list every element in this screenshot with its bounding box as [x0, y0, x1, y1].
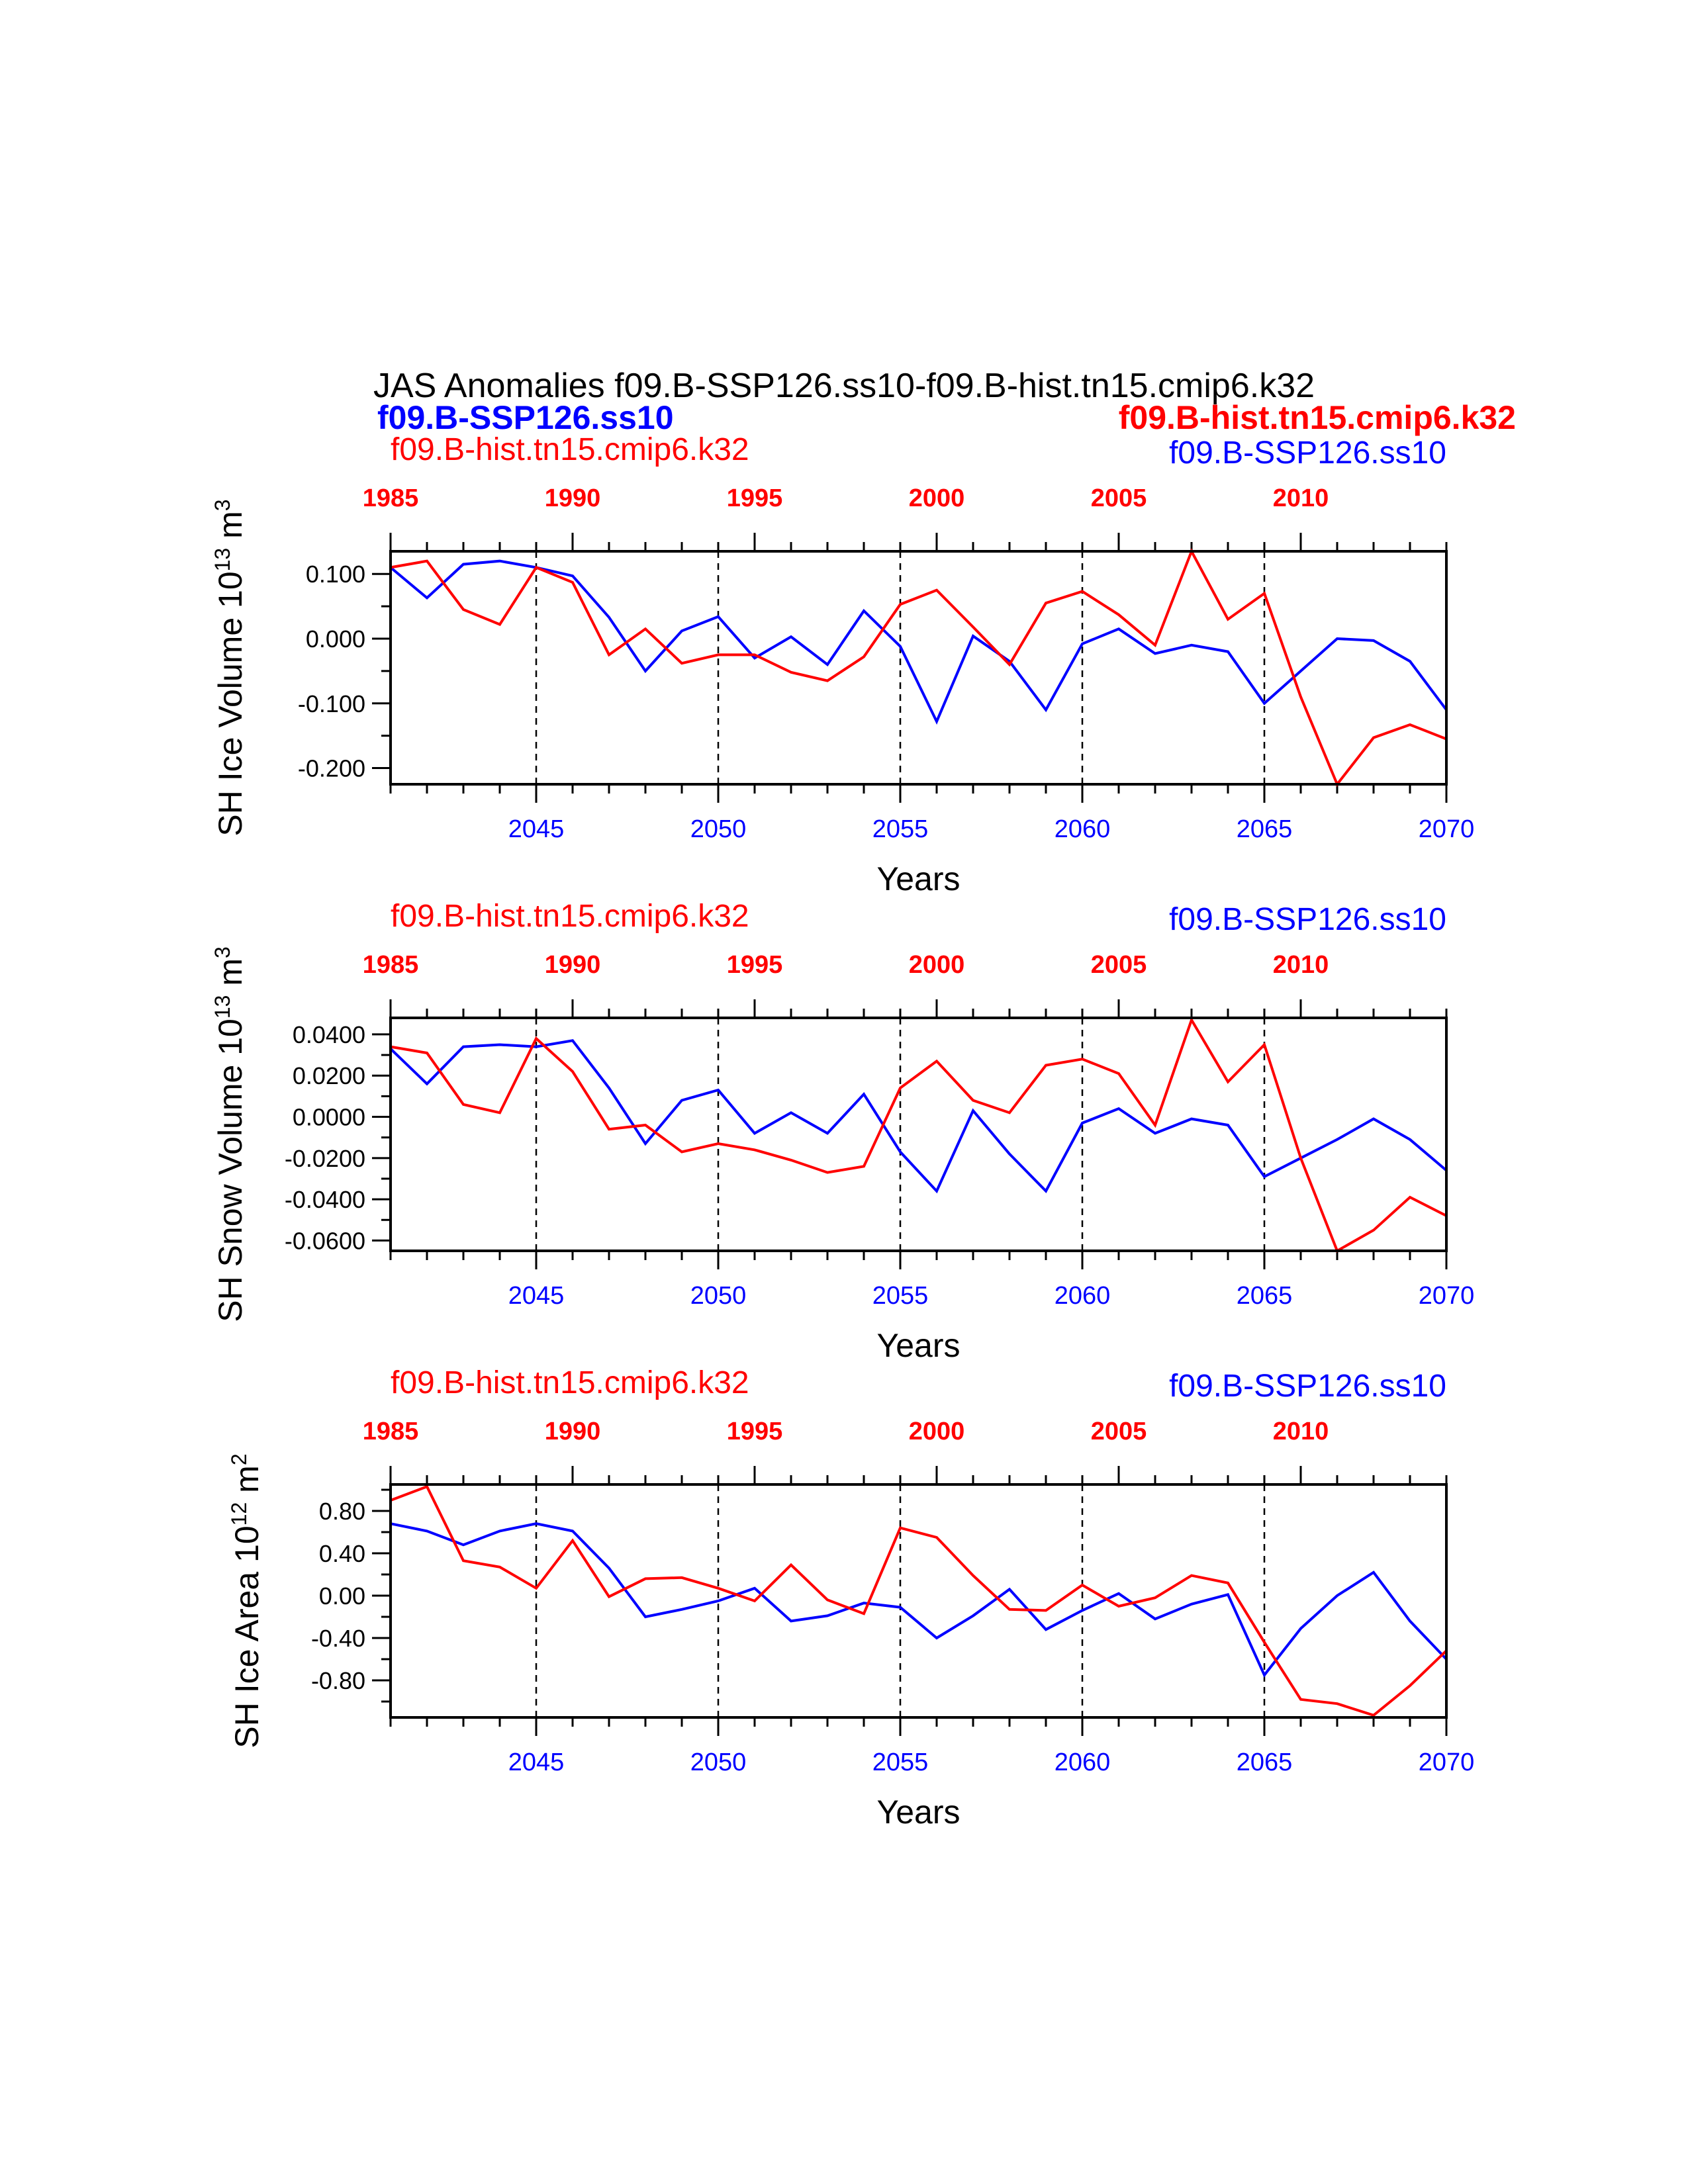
y-tick-label: 0.0400 — [293, 1021, 365, 1048]
x-tick-label-top: 2010 — [1273, 951, 1329, 979]
panel-label-hist: f09.B-hist.tn15.cmip6.k32 — [391, 1365, 749, 1400]
x-tick-label-bottom: 2045 — [508, 1749, 565, 1776]
y-tick-label: -0.80 — [311, 1667, 365, 1694]
panel-label-ssp: f09.B-SSP126.ss10 — [1169, 1369, 1446, 1404]
x-tick-label-bottom: 2060 — [1055, 815, 1111, 843]
y-tick-label: 0.000 — [306, 625, 365, 653]
x-tick-label-bottom: 2055 — [872, 1282, 929, 1310]
plot-frame — [389, 1483, 1448, 1719]
series-line-hist — [390, 548, 1447, 787]
series-line-hist — [390, 1484, 1448, 1717]
x-axis-title: Years — [876, 860, 960, 897]
x-tick-label-bottom: 2065 — [1237, 815, 1293, 843]
y-tick-label: -0.0400 — [285, 1186, 365, 1213]
y-tick-label: 0.0200 — [293, 1062, 365, 1089]
x-axis-title: Years — [876, 1794, 960, 1831]
y-tick-label: 0.40 — [319, 1540, 365, 1567]
y-tick-label: -0.0200 — [285, 1145, 365, 1172]
y-tick-label: 0.80 — [319, 1498, 365, 1525]
x-tick-label-top: 2000 — [909, 951, 965, 979]
y-tick-label: -0.200 — [298, 755, 365, 782]
series-line-hist — [390, 1017, 1447, 1253]
y-tick-label: 0.0000 — [293, 1104, 365, 1131]
series-line-ssp — [389, 1039, 1448, 1194]
x-tick-label-bottom: 2065 — [1237, 1282, 1293, 1310]
x-tick-label-top: 2005 — [1091, 484, 1147, 512]
x-tick-label-top: 2010 — [1273, 1418, 1329, 1445]
x-tick-label-bottom: 2050 — [690, 815, 747, 843]
panels: -0.200 -0.100 0.000 0.100 2045 2050 2055 2060 20… — [211, 432, 1474, 1831]
x-tick-label-bottom: 2060 — [1055, 1282, 1111, 1310]
x-tick-label-top: 2000 — [909, 484, 965, 512]
panel-label-ssp: f09.B-SSP126.ss10 — [1169, 902, 1446, 937]
chart-panel-2: -0.0600 -0.0400 -0.0200 0.0000 0.0200 0.0400 2… — [211, 899, 1474, 1364]
x-tick-label-top: 1985 — [363, 1418, 419, 1445]
header-label-hist: f09.B-hist.tn15.cmip6.k32 — [1119, 399, 1516, 436]
plot-frame — [389, 550, 1448, 786]
series-line-ssp — [389, 559, 1448, 725]
y-tick-label: -0.0600 — [285, 1227, 365, 1254]
chart-panel-3: -0.80 -0.40 0.00 0.40 0.80 2045 2050 2055 2060 20… — [227, 1365, 1474, 1831]
x-tick-label-top: 1990 — [545, 484, 601, 512]
x-tick-label-bottom: 2055 — [872, 815, 929, 843]
x-tick-label-bottom: 2045 — [508, 815, 565, 843]
x-tick-label-bottom: 2070 — [1419, 1749, 1475, 1776]
y-tick-label: 0.100 — [306, 561, 365, 588]
x-tick-label-top: 2005 — [1091, 1418, 1147, 1445]
x-tick-label-bottom: 2070 — [1419, 1282, 1475, 1310]
x-tick-label-top: 1990 — [545, 951, 601, 979]
x-tick-label-bottom: 2055 — [872, 1749, 929, 1776]
x-tick-label-bottom: 2045 — [508, 1282, 565, 1310]
header-label-ssp: f09.B-SSP126.ss10 — [377, 399, 674, 436]
chart-panel-1: -0.200 -0.100 0.000 0.100 2045 2050 2055 2060 20… — [211, 432, 1474, 897]
x-tick-label-top: 2005 — [1091, 951, 1147, 979]
x-tick-label-bottom: 2050 — [690, 1749, 747, 1776]
series-line-ssp — [390, 1522, 1448, 1678]
panel-label-ssp: f09.B-SSP126.ss10 — [1169, 435, 1446, 471]
x-tick-label-top: 1995 — [727, 484, 783, 512]
x-tick-label-top: 1995 — [727, 1418, 783, 1445]
x-axis-title: Years — [876, 1327, 960, 1364]
x-tick-label-top: 1990 — [545, 1418, 601, 1445]
x-tick-label-bottom: 2070 — [1419, 815, 1475, 843]
y-tick-label: 0.00 — [319, 1582, 365, 1610]
y-axis-title: SH Ice Volume 1013 m3 — [211, 499, 249, 836]
y-axis-title: SH Ice Area 1012 m2 — [227, 1453, 265, 1748]
y-tick-label: -0.100 — [298, 690, 365, 717]
x-tick-label-top: 1995 — [727, 951, 783, 979]
figure-title: JAS Anomalies f09.B-SSP126.ss10-f09.B-hi… — [373, 367, 1315, 405]
plot-frame — [389, 1017, 1448, 1252]
x-tick-label-top: 2000 — [909, 1418, 965, 1445]
x-tick-label-top: 1985 — [363, 951, 419, 979]
y-axis-title: SH Snow Volume 1013 m3 — [211, 946, 249, 1322]
x-tick-label-bottom: 2065 — [1237, 1749, 1293, 1776]
panel-label-hist: f09.B-hist.tn15.cmip6.k32 — [391, 899, 749, 934]
x-tick-label-bottom: 2050 — [690, 1282, 747, 1310]
x-tick-label-top: 1985 — [363, 484, 419, 512]
x-tick-label-top: 2010 — [1273, 484, 1329, 512]
y-tick-label: -0.40 — [311, 1625, 365, 1652]
panel-label-hist: f09.B-hist.tn15.cmip6.k32 — [391, 432, 749, 467]
x-tick-label-bottom: 2060 — [1055, 1749, 1111, 1776]
